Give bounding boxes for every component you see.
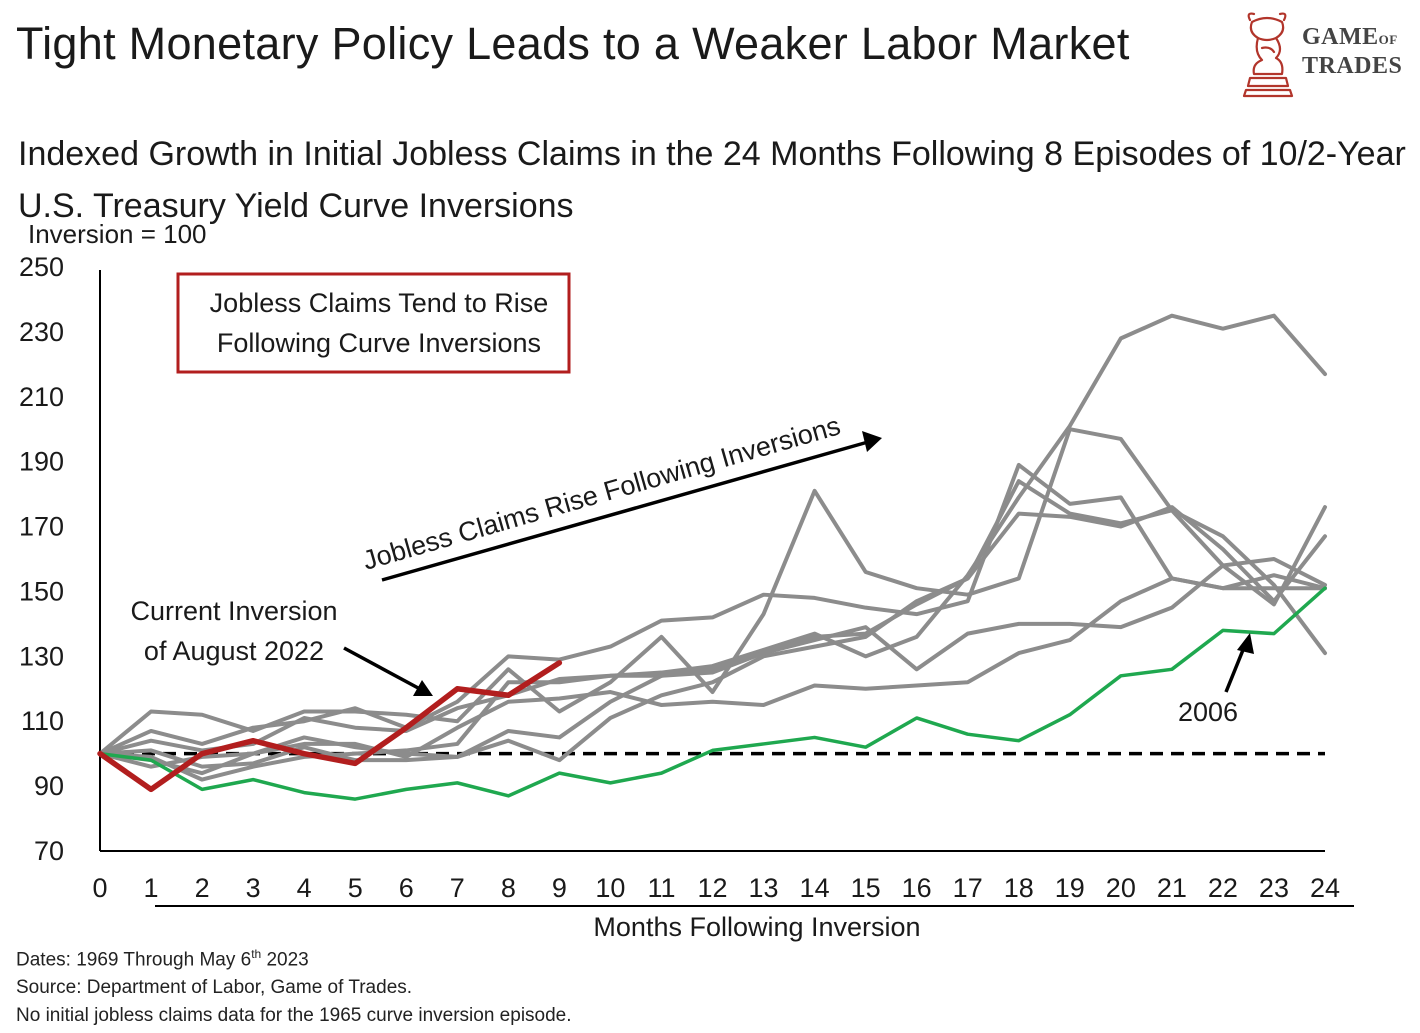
x-tick-label: 7	[450, 873, 465, 903]
x-tick-label: 21	[1157, 873, 1187, 903]
callout-line1: Jobless Claims Tend to Rise	[210, 288, 549, 318]
arrowhead-2006	[1237, 633, 1254, 654]
y-tick-label: 250	[19, 252, 64, 282]
footer-notes: Dates: 1969 Through May 6th 2023 Source:…	[16, 940, 572, 1030]
trend-arrow-line	[381, 440, 869, 582]
x-tick-label: 19	[1055, 873, 1085, 903]
x-tick-label: 2	[195, 873, 210, 903]
x-tick-label: 3	[246, 873, 261, 903]
historical-episode-line	[98, 427, 1327, 756]
knight-bull-icon	[1242, 12, 1294, 98]
logo-line1: GAME	[1302, 24, 1379, 50]
footer-source: Source: Department of Labor, Game of Tra…	[16, 977, 413, 999]
current-arrowhead	[413, 680, 433, 696]
current-label-line2: of August 2022	[144, 636, 324, 666]
current-label-line1: Current Inversion	[130, 596, 337, 626]
historical-episode-line	[98, 557, 1327, 769]
x-tick-label: 6	[399, 873, 414, 903]
footer-dates-sup: th	[251, 947, 262, 961]
trend-label: Jobless Claims Rise Following Inversions	[359, 410, 843, 575]
x-tick-label: 5	[348, 873, 363, 903]
x-tick-label: 4	[297, 873, 312, 903]
x-axis-label: Months Following Inversion	[593, 912, 920, 942]
logo-wordmark: GAMEOF TRADES	[1302, 24, 1402, 80]
x-tick-label: 24	[1310, 873, 1340, 903]
x-tick-label: 0	[92, 873, 107, 903]
footer-dates-prefix: Dates: 1969 Through May 6	[16, 949, 252, 971]
callout-line2: Following Curve Inversions	[217, 328, 541, 358]
y-tick-labels: 70 90 110 130 150 170 190 210 230 250	[19, 252, 64, 866]
footer-dates: Dates: 1969 Through May 6th 2023	[16, 940, 572, 974]
x-tick-label: 13	[749, 873, 779, 903]
y-tick-label: 90	[34, 771, 64, 801]
x-tick-label: 1	[144, 873, 159, 903]
x-tick-label: 20	[1106, 873, 1136, 903]
x-tick-label: 16	[902, 873, 932, 903]
current-arrow-line	[343, 646, 421, 691]
historical-episode-line	[98, 313, 1327, 756]
x-tick-label: 22	[1208, 873, 1238, 903]
chart-subtitle: Indexed Growth in Initial Jobless Claims…	[18, 135, 1406, 225]
chart-title: Tight Monetary Policy Leads to a Weaker …	[16, 18, 1130, 69]
historical-episode-line	[98, 505, 1327, 782]
x-tick-label: 17	[953, 873, 983, 903]
logo-line2: TRADES	[1302, 53, 1403, 79]
x-tick-label: 10	[595, 873, 625, 903]
trend-arrowhead	[862, 431, 882, 452]
y-tick-label: 110	[21, 706, 64, 736]
game-of-trades-logo	[1236, 8, 1414, 98]
footer-note: No initial jobless claims data for the 1…	[16, 1005, 572, 1027]
current-inversion-line	[97, 660, 563, 793]
y-tick-label: 230	[19, 317, 64, 347]
x-tick-label: 14	[800, 873, 830, 903]
x-tick-label: 23	[1259, 873, 1289, 903]
y-tick-label: 210	[19, 382, 64, 412]
y-tick-label: 170	[19, 512, 64, 542]
x-tick-label: 15	[851, 873, 881, 903]
arrow-2006-line	[1224, 644, 1247, 693]
y-tick-label: 70	[34, 836, 64, 866]
y-axis-label: Inversion = 100	[28, 219, 207, 249]
historical-episode-line	[98, 462, 1327, 756]
footer-dates-suffix: 2023	[261, 949, 309, 971]
historical-episode-line	[98, 479, 1327, 769]
series-layer	[97, 313, 1327, 801]
x-tick-label: 11	[647, 873, 675, 903]
y-tick-label: 150	[19, 576, 64, 606]
y-tick-label: 190	[19, 447, 64, 477]
y-tick-label: 130	[19, 641, 64, 671]
x-tick-label: 12	[697, 873, 727, 903]
callout-box	[176, 272, 571, 374]
logo-of: OF	[1378, 32, 1398, 47]
x-tick-label: 18	[1004, 873, 1034, 903]
x-tick-labels: 0 1 2 3 4 5 6 7 8 9 10 11 12 13 14 15 16 17 18 19 20 21 22 23 24	[92, 873, 1340, 903]
x-tick-label: 8	[501, 873, 516, 903]
x-tick-label: 9	[552, 873, 567, 903]
label-2006: 2006	[1178, 697, 1238, 727]
episode-2006-line	[98, 586, 1327, 801]
historical-episode-line	[98, 576, 1327, 776]
